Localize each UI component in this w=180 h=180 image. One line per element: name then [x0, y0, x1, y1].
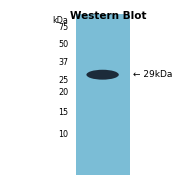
Text: ← 29kDa: ← 29kDa	[133, 70, 173, 79]
Text: 20: 20	[58, 88, 68, 97]
Text: 10: 10	[58, 130, 68, 139]
Text: 25: 25	[58, 76, 68, 85]
Text: 15: 15	[58, 108, 68, 117]
Ellipse shape	[86, 70, 119, 80]
Text: Western Blot: Western Blot	[70, 11, 146, 21]
Text: 75: 75	[58, 23, 68, 32]
Text: kDa: kDa	[53, 16, 68, 25]
Text: 50: 50	[58, 40, 68, 49]
Bar	[76, 14, 130, 175]
Text: 37: 37	[58, 58, 68, 67]
